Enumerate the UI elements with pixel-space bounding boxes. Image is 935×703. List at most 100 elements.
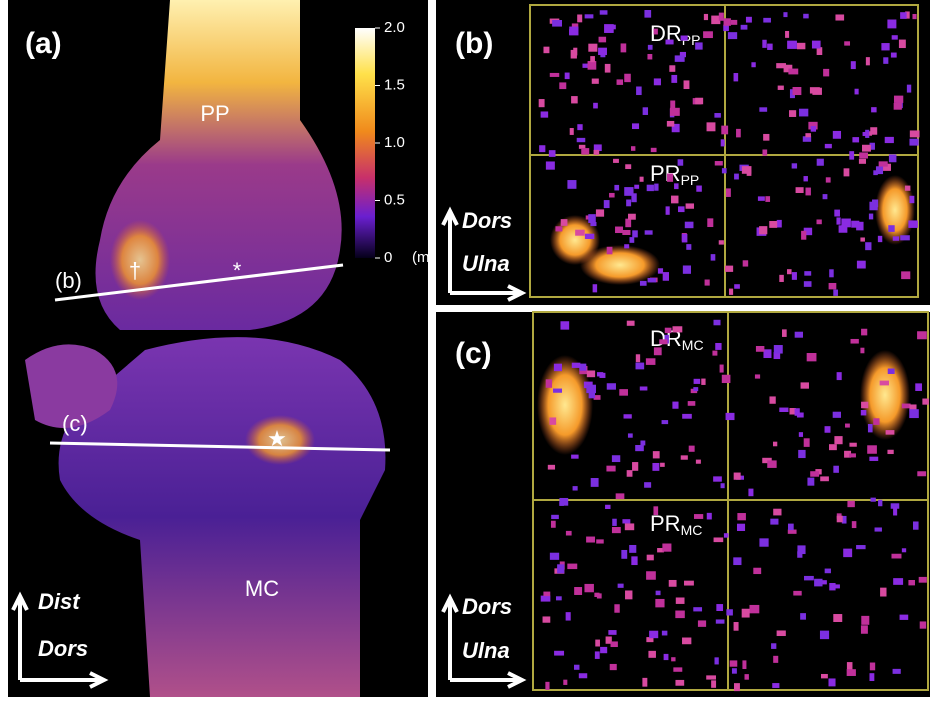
speckle: [584, 233, 595, 240]
speckle: [657, 268, 664, 274]
axis-label: Dist: [38, 589, 81, 614]
speckle: [806, 353, 817, 362]
speckle: [749, 604, 760, 614]
speckle: [803, 176, 808, 182]
speckle: [713, 319, 721, 326]
speckle: [623, 414, 632, 419]
speckle: [593, 144, 602, 152]
speckle: [772, 683, 780, 688]
speckle: [675, 610, 685, 619]
speckle: [846, 662, 853, 671]
speckle: [834, 584, 840, 589]
speckle: [579, 363, 587, 371]
section-line: [49, 441, 391, 452]
speckle: [765, 196, 771, 202]
speckle: [789, 408, 797, 415]
speckle: [865, 242, 872, 251]
speckle: [714, 113, 721, 118]
speckle: [893, 507, 898, 516]
speckle: [870, 497, 876, 502]
speckle: [901, 548, 907, 553]
speckle: [741, 166, 752, 174]
speckle: [833, 289, 838, 296]
speckle: [616, 79, 624, 85]
axis-label: Ulna: [462, 638, 510, 663]
speckle: [639, 280, 647, 286]
speckle: [628, 213, 636, 220]
speckle: [906, 84, 912, 93]
speckle: [796, 412, 804, 418]
panel-label: (a): [25, 27, 62, 60]
speckle: [600, 646, 608, 654]
speckle: [718, 12, 724, 21]
speckle: [873, 418, 880, 425]
speckle: [779, 274, 784, 282]
speckle: [828, 282, 837, 290]
speckle: [584, 583, 594, 593]
speckle: [687, 401, 696, 406]
speckle: [893, 102, 902, 110]
speckle: [804, 271, 812, 276]
speckle: [571, 362, 581, 368]
speckle: [885, 430, 895, 435]
speckle: [860, 410, 867, 416]
speckle: [555, 226, 563, 232]
speckle: [762, 149, 768, 156]
speckle: [650, 147, 657, 153]
speckle: [642, 677, 648, 687]
speckle: [733, 622, 739, 631]
speckle: [844, 41, 851, 46]
speckle: [539, 145, 546, 153]
speckle: [635, 354, 641, 363]
region-label: PRPP: [650, 161, 699, 188]
speckle: [867, 445, 877, 454]
colorbar: [355, 28, 375, 258]
speckle: [802, 136, 812, 142]
speckle: [733, 683, 740, 692]
speckle: [869, 142, 875, 150]
speckle: [918, 576, 927, 583]
speckle: [890, 503, 900, 509]
speckle: [682, 265, 691, 274]
speckle: [619, 389, 628, 396]
speckle: [652, 451, 660, 459]
speckle: [871, 107, 877, 113]
speckle: [751, 62, 756, 68]
speckle: [675, 597, 685, 604]
speckle: [624, 523, 635, 531]
speckle: [870, 127, 878, 135]
speckle: [635, 445, 644, 452]
speckle: [714, 657, 719, 665]
speckle: [881, 43, 890, 51]
speckle: [772, 441, 778, 447]
speckle: [680, 455, 688, 460]
speckle: [693, 607, 703, 612]
speckle: [720, 139, 725, 147]
speckle: [554, 650, 565, 656]
speckle: [578, 144, 586, 149]
speckle: [540, 111, 549, 118]
speckle: [851, 521, 857, 529]
speckle: [917, 331, 927, 340]
speckle: [820, 673, 828, 679]
speckle: [625, 164, 632, 170]
speckle: [824, 143, 832, 149]
speckle: [647, 53, 653, 60]
speckle: [560, 321, 570, 330]
speckle: [909, 195, 915, 204]
speckle: [835, 14, 845, 21]
speckle: [652, 462, 660, 471]
speckle: [723, 24, 729, 32]
speckle: [893, 95, 904, 103]
speckle: [661, 630, 668, 636]
speckle: [819, 580, 827, 585]
speckle: [540, 595, 551, 602]
speckle: [879, 380, 889, 386]
speckle: [909, 130, 920, 138]
speckle: [727, 32, 738, 40]
speckle: [632, 230, 638, 238]
axis-label: Ulna: [462, 251, 510, 276]
speckle: [696, 185, 702, 192]
speckle: [869, 662, 876, 671]
speckle: [591, 78, 599, 84]
